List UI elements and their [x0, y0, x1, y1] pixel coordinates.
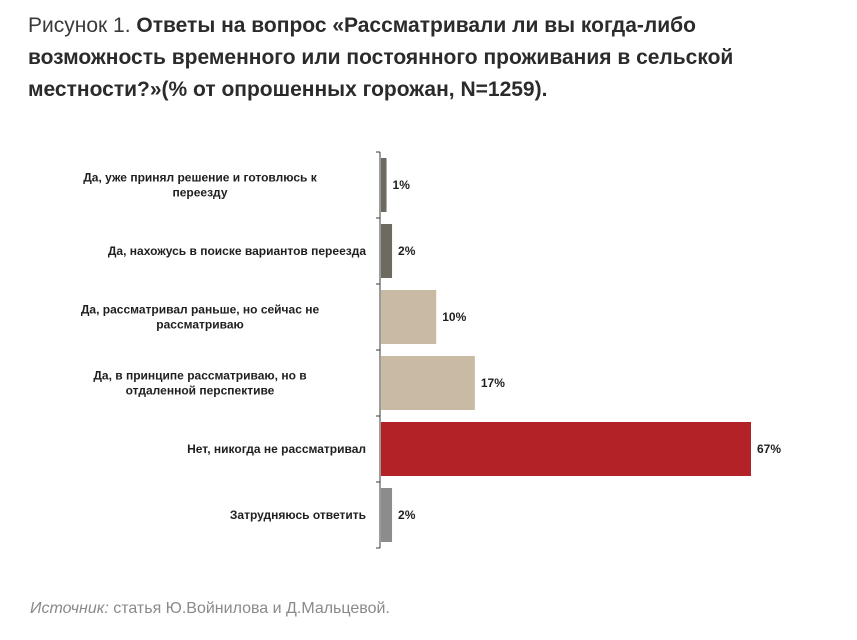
data-label: 2%	[398, 508, 416, 522]
category-label: Нет, никогда не рассматривал	[187, 442, 366, 456]
data-label: 10%	[442, 310, 466, 324]
category-label: Да, уже принял решение и готовлюсь к пере…	[83, 171, 317, 200]
bar	[381, 356, 475, 410]
bar	[381, 422, 751, 476]
bar	[381, 290, 437, 344]
category-label: Затрудняюсь ответить	[230, 508, 366, 522]
category-label: Да, в принципе рассматриваю, но в отдален…	[93, 369, 306, 398]
data-label: 67%	[757, 442, 781, 456]
source-note: Источник: статья Ю.Войнилова и Д.Мальцев…	[30, 600, 390, 618]
caption-title: Ответы на вопрос «Рассматривали ли вы ко…	[28, 14, 734, 101]
data-label: 1%	[393, 178, 411, 192]
caption-prefix: Рисунок 1.	[28, 14, 137, 37]
bar	[381, 488, 393, 542]
category-label: Да, рассматривал раньше, но сейчас не рас…	[81, 303, 320, 332]
data-label: 17%	[481, 376, 505, 390]
bar	[381, 224, 393, 278]
bar-chart: 1% Да, уже принял решение и готовлюсь к пе…	[81, 151, 781, 549]
figure-caption: Рисунок 1. Ответы на вопрос «Рассматрива…	[28, 10, 828, 106]
data-label: 2%	[398, 244, 416, 258]
bar	[381, 158, 387, 212]
category-label: Да, нахожусь в поиске вариантов переезда	[108, 244, 366, 258]
source-prefix: Источник:	[30, 600, 109, 617]
source-text: статья Ю.Войнилова и Д.Мальцевой.	[108, 600, 390, 617]
